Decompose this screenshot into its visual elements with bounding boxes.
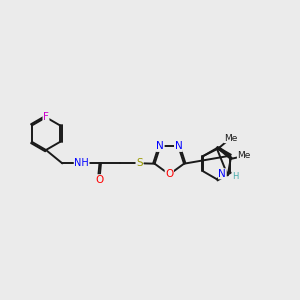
Text: H: H: [232, 172, 239, 181]
Text: N: N: [218, 169, 226, 179]
Text: O: O: [95, 175, 104, 185]
Text: N: N: [156, 141, 164, 152]
Text: N: N: [175, 141, 182, 152]
Text: Me: Me: [237, 152, 251, 160]
Text: Me: Me: [224, 134, 237, 142]
Text: F: F: [43, 112, 49, 122]
Text: S: S: [136, 158, 143, 168]
Text: O: O: [165, 169, 173, 179]
Text: NH: NH: [74, 158, 89, 168]
